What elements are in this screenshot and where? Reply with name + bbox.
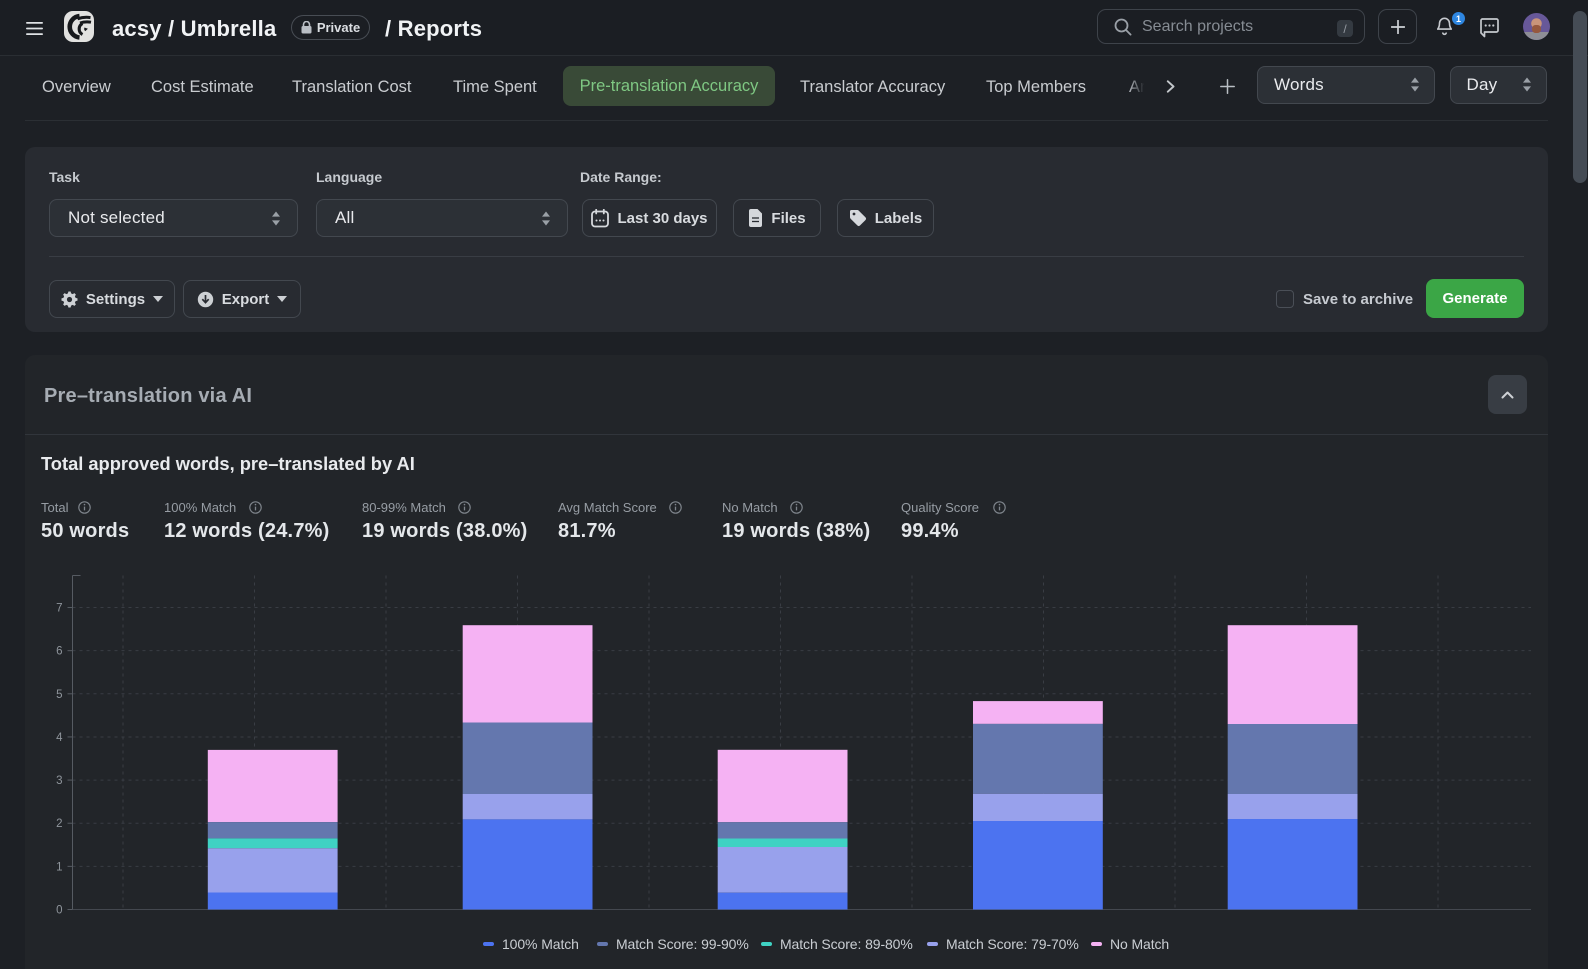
svg-text:4: 4	[56, 732, 63, 744]
svg-text:7: 7	[56, 603, 62, 615]
svg-text:5: 5	[56, 689, 62, 701]
svg-text:0: 0	[56, 905, 62, 917]
svg-text:1: 1	[56, 861, 62, 873]
svg-text:2: 2	[56, 818, 62, 830]
svg-text:6: 6	[56, 646, 62, 658]
svg-text:3: 3	[56, 775, 62, 787]
